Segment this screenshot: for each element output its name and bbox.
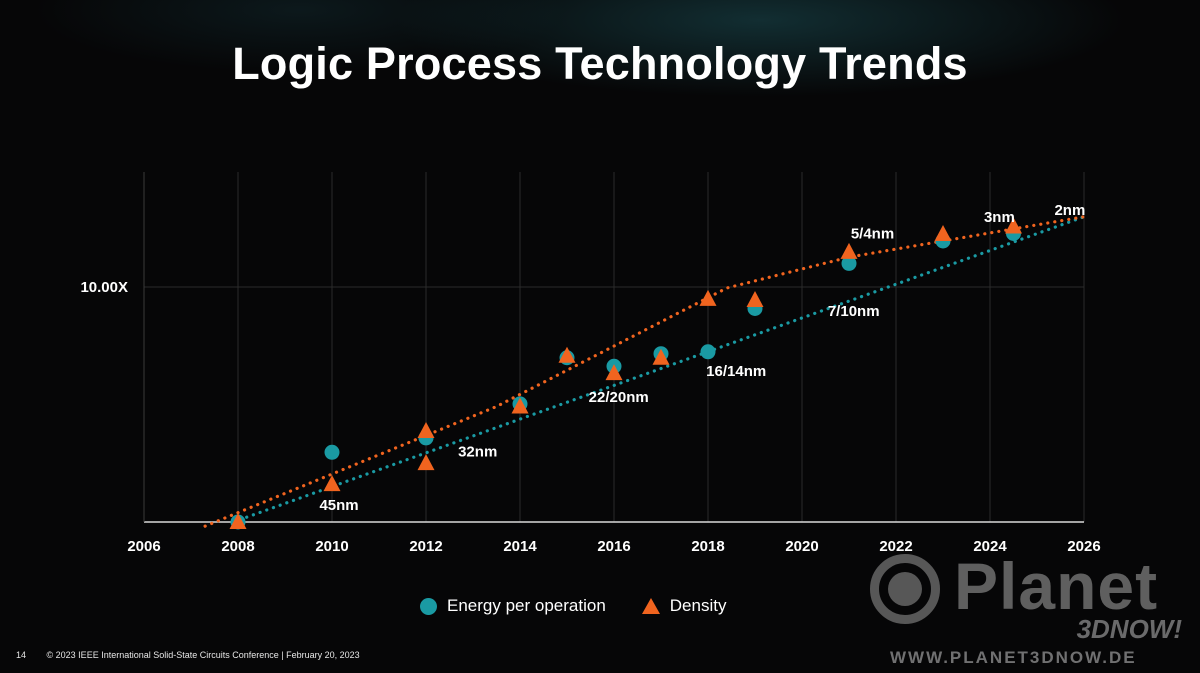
x-tick-label: 2020 — [785, 538, 818, 555]
density-point — [934, 225, 952, 242]
watermark-sub: 3DNOW! — [1076, 614, 1182, 644]
legend-item-density: Density — [641, 596, 727, 616]
density-point — [746, 291, 764, 308]
density-point — [1005, 217, 1022, 234]
x-tick-label: 2006 — [127, 538, 160, 555]
density-trend-line — [203, 215, 1086, 528]
axes: 2006 2008 2010 2012 2014 2016 2018 2020 2022 2024… — [80, 172, 1101, 555]
node-label: 2nm — [1054, 202, 1085, 219]
legend-label-density: Density — [669, 596, 727, 615]
x-tick-label: 2014 — [503, 538, 537, 555]
node-label: 7/10nm — [828, 303, 880, 320]
legend: Energy per operation Density — [420, 594, 752, 618]
page-number: 14 — [16, 650, 27, 660]
watermark-word: Planet — [954, 549, 1159, 623]
node-label: 5/4nm — [851, 225, 894, 242]
x-tick-label: 2018 — [691, 538, 724, 555]
density-point — [558, 346, 576, 363]
logo-ring-icon — [870, 554, 940, 624]
background-glow — [0, 0, 1200, 200]
x-tick-label: 2016 — [597, 538, 630, 555]
x-tick-label: 2022 — [879, 538, 912, 555]
x-tick-label: 2008 — [221, 538, 254, 555]
energy-point — [841, 255, 857, 271]
footer-text: © 2023 IEEE International Solid-State Ci… — [46, 650, 360, 660]
legend-item-energy: Energy per operation — [420, 596, 606, 616]
data-markers — [229, 217, 1022, 530]
x-tick-label: 2010 — [315, 538, 348, 555]
density-point — [323, 475, 341, 492]
slide-title: Logic Process Technology Trends — [232, 38, 968, 89]
density-point — [652, 348, 670, 365]
point-labels: 45nm 32nm 22/20nm 16/14nm 7/10nm 5/4nm 3nm 2nm — [319, 202, 1085, 514]
density-point — [417, 421, 435, 438]
x-tick-label: 2012 — [409, 538, 442, 555]
node-label: 45nm — [319, 497, 358, 514]
density-point — [511, 397, 529, 414]
node-label: 3nm — [984, 209, 1015, 226]
circle-marker-icon — [420, 597, 437, 615]
energy-point — [324, 444, 340, 460]
x-tick-label: 2024 — [973, 538, 1007, 555]
grid-lines — [144, 172, 1085, 522]
node-label: 16/14nm — [706, 363, 766, 380]
trend-lines — [203, 215, 1086, 528]
energy-trend-line — [231, 215, 1086, 524]
density-point — [840, 242, 858, 259]
node-label: 32nm — [458, 443, 497, 460]
node-label: 22/20nm — [589, 389, 649, 406]
legend-label-energy: Energy per operation — [447, 596, 606, 615]
density-point — [605, 364, 623, 381]
energy-point — [700, 344, 716, 360]
triangle-marker-icon — [641, 598, 660, 614]
density-point — [417, 454, 435, 471]
footer: 14 © 2023 IEEE International Solid-State… — [16, 650, 360, 660]
watermark-url: WWW.PLANET3DNOW.DE — [890, 648, 1137, 667]
watermark-logo: Planet 3DNOW! WWW.PLANET3DNOW.DE — [868, 548, 1200, 673]
x-tick-label: 2026 — [1067, 538, 1100, 555]
logo-dot-icon — [888, 572, 922, 606]
y-tick-label: 10.00X — [80, 279, 128, 296]
density-point — [699, 289, 717, 306]
density-point — [229, 513, 247, 529]
